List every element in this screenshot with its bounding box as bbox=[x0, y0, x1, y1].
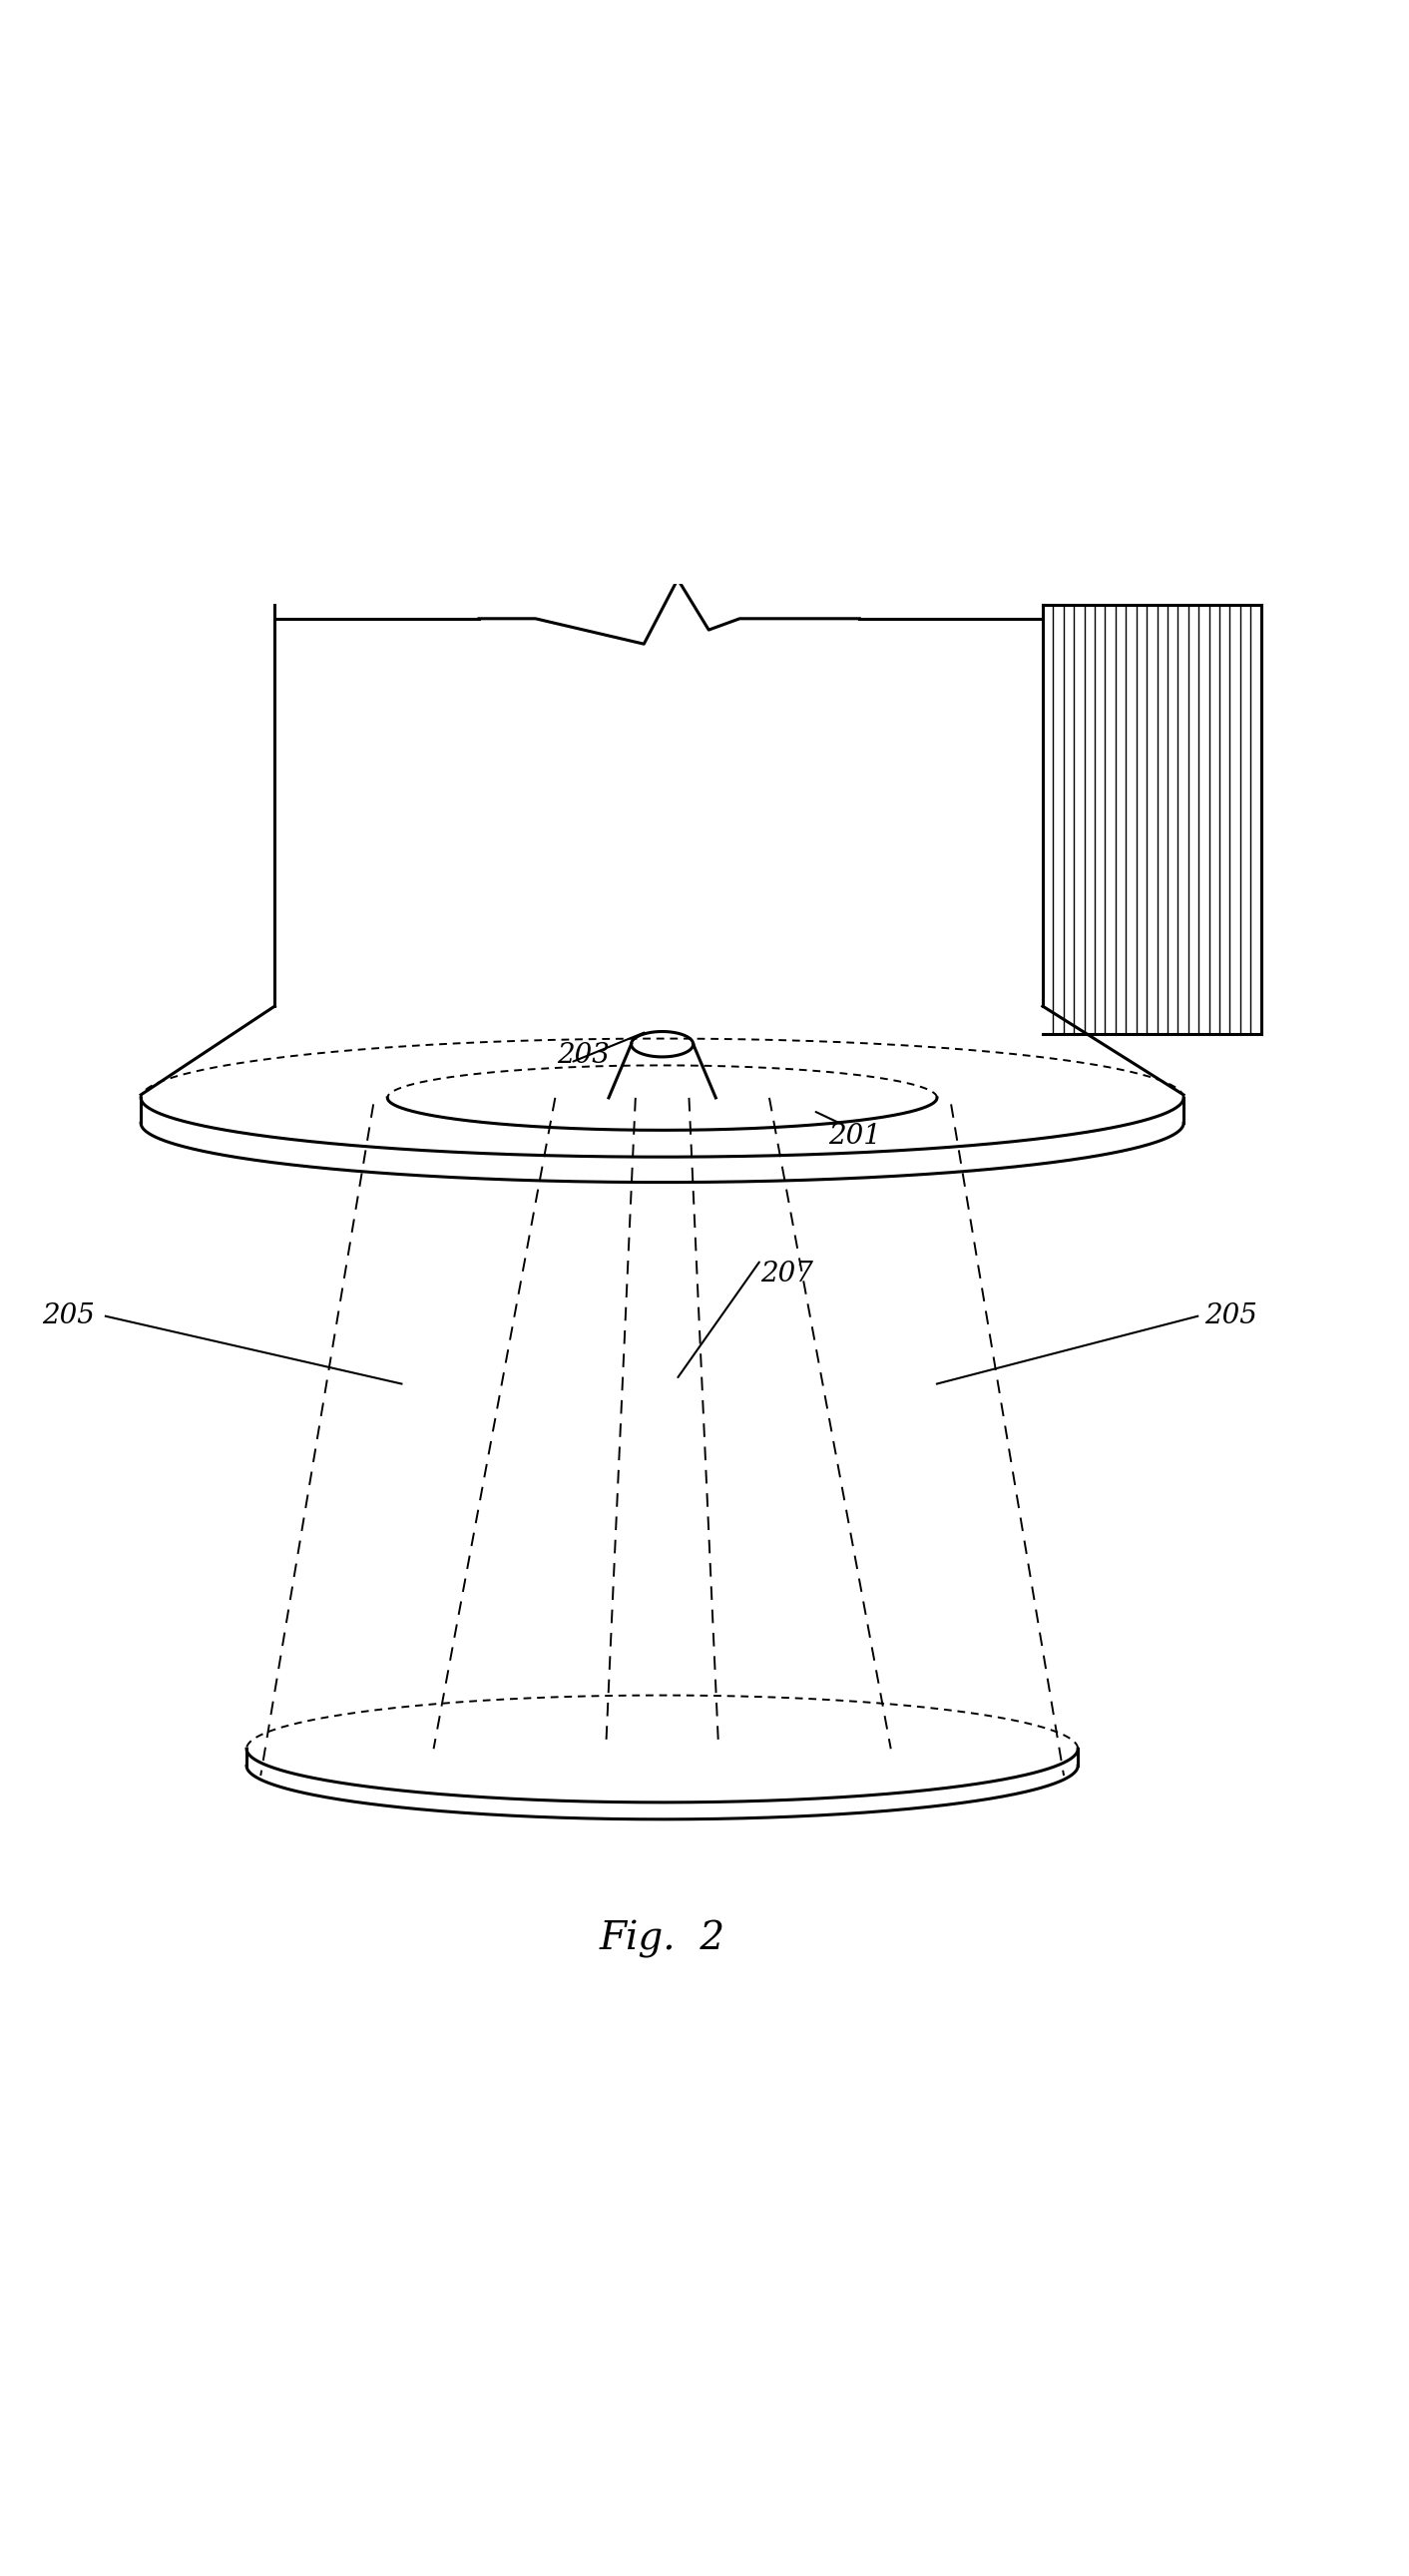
Text: 203: 203 bbox=[557, 1043, 609, 1069]
Text: 207: 207 bbox=[761, 1260, 813, 1288]
Text: 201: 201 bbox=[828, 1123, 881, 1149]
Text: 205: 205 bbox=[42, 1303, 94, 1329]
Text: 205: 205 bbox=[1205, 1303, 1257, 1329]
Text: Fig.  2: Fig. 2 bbox=[599, 1919, 726, 1958]
